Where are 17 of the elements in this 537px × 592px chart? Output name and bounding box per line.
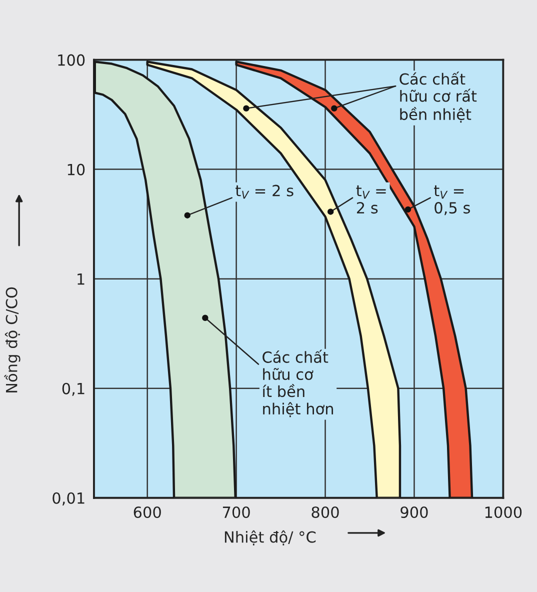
y-tick-label: 1 <box>78 274 84 285</box>
y-tick-label: 10 <box>68 164 85 176</box>
x-tick-label: 900 <box>400 506 428 518</box>
annotation: t$_{V}$ = 2 s <box>236 184 294 199</box>
x-axis-title: Nhiệt độ/ °C <box>224 530 316 546</box>
x-tick-label: 800 <box>312 506 339 518</box>
y-tick-label: 0,1 <box>62 382 84 396</box>
x-tick-label: 1000 <box>485 506 522 518</box>
y-axis-title: Nồng độ C/CO <box>4 287 20 392</box>
y-tick-label: 100 <box>58 54 85 66</box>
annotation: t$_{V}$ = 0,5 s <box>434 185 470 216</box>
y-tick-label: 0,01 <box>52 492 84 506</box>
annotation: Các chất hữu cơ ít bền nhiệt hơn <box>262 350 334 418</box>
x-tick-label: 600 <box>134 506 161 518</box>
annotation: Các chất hữu cơ rất bền nhiệt <box>400 72 477 123</box>
x-tick-label: 700 <box>222 506 250 518</box>
annotation: t$_{V}$ = 2 s <box>356 185 386 214</box>
